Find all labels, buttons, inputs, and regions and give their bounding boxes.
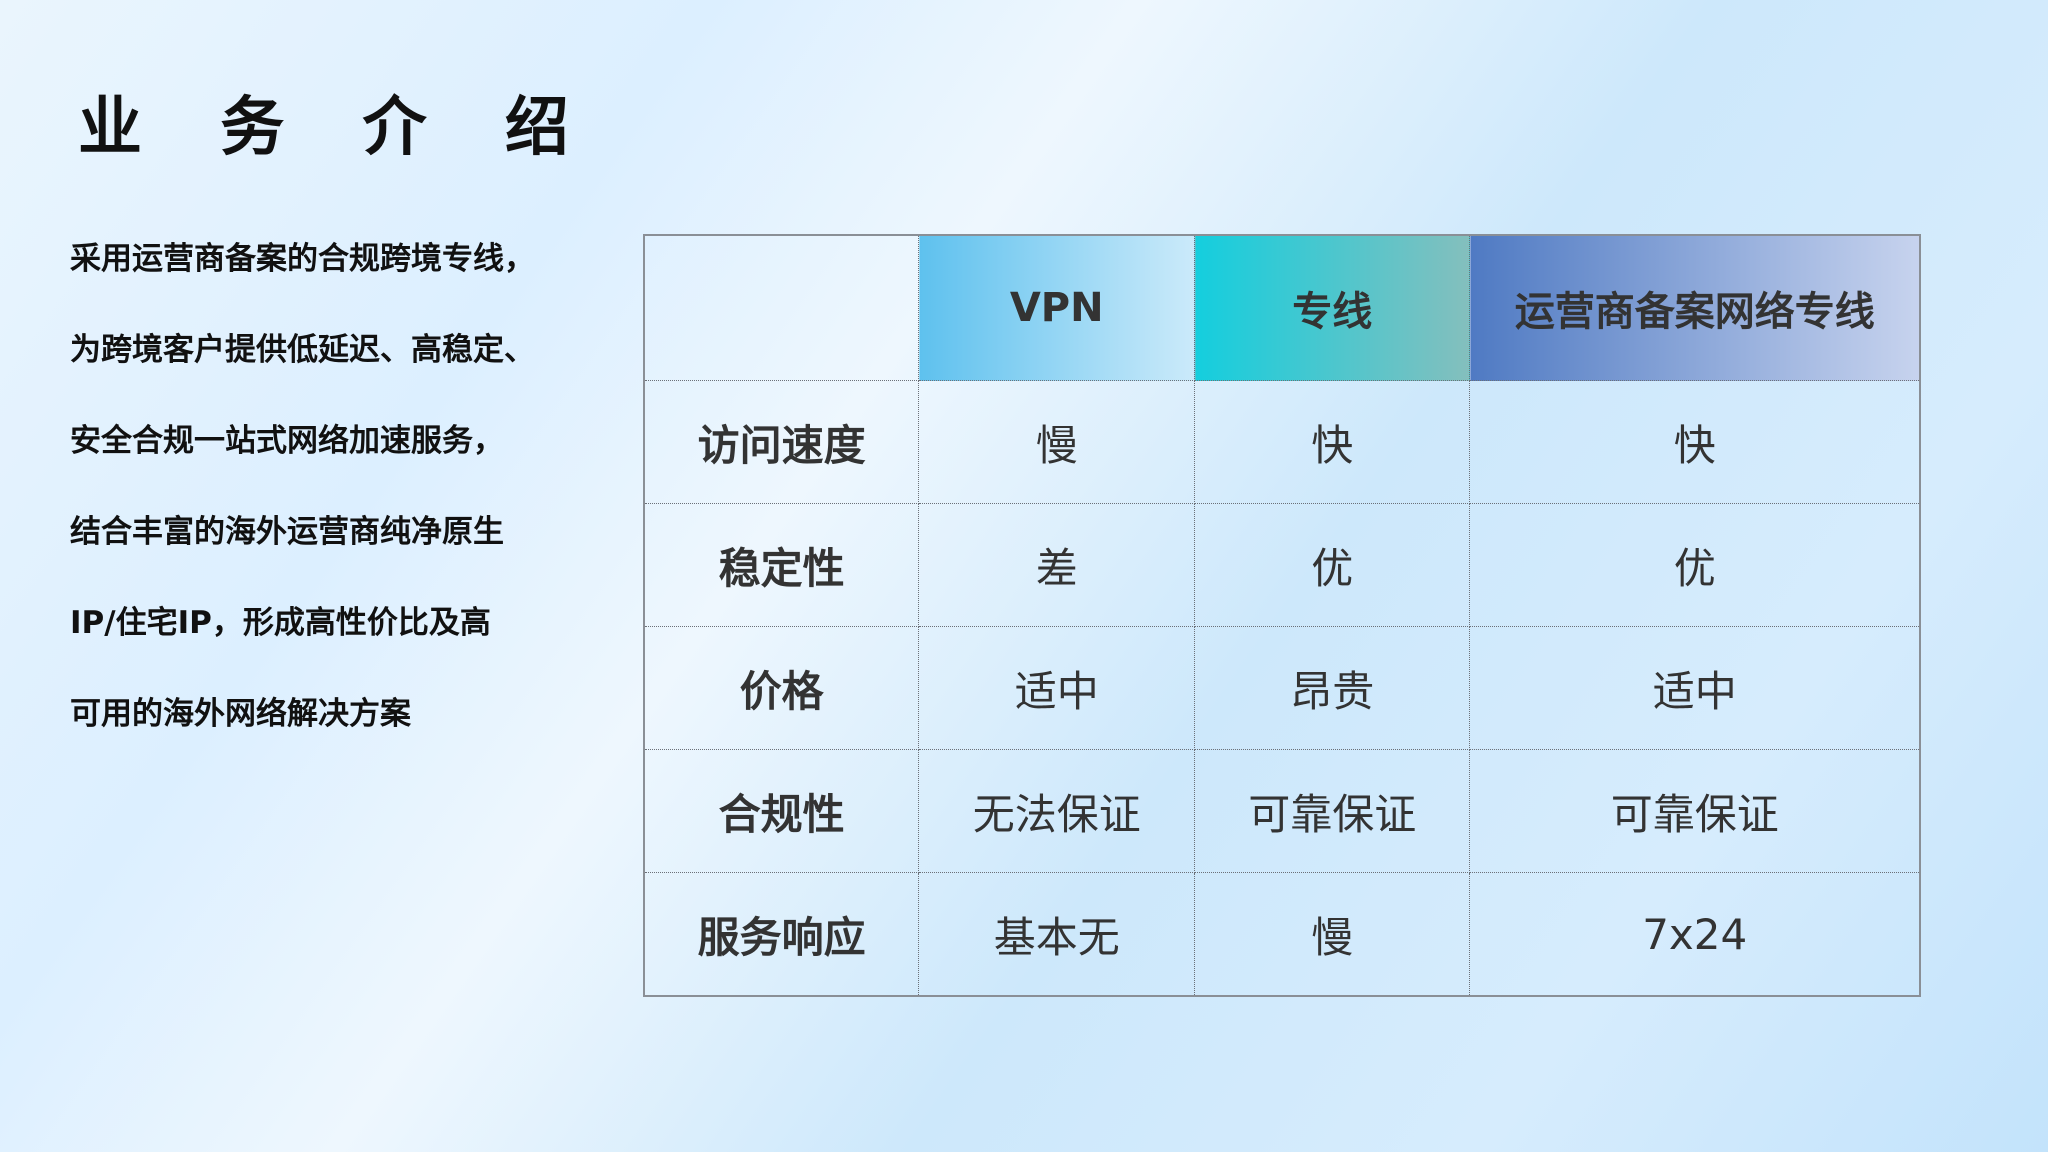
table-row: 服务响应 基本无慢 7x24	[643, 872, 1921, 997]
table-header-row: VPN 专线 运营商备案网络专线	[643, 234, 1921, 381]
page-title: 业 务 介 绍	[78, 91, 597, 165]
intro-line: 安全合规一站式网络加速服务，	[70, 423, 504, 459]
header-vpn: VPN	[918, 234, 1196, 381]
header-carrier-line: 运营商备案网络专线	[1469, 234, 1921, 381]
table-cell: 无法保证	[918, 749, 1196, 873]
row-label: 稳定性	[643, 503, 920, 627]
table-cell: 差	[918, 503, 1196, 627]
table-cell: 可靠保证	[1194, 749, 1471, 873]
intro-paragraph: 采用运营商备案的合规跨境专线， 为跨境客户提供低延迟、高稳定、 安全合规一站式网…	[70, 214, 610, 760]
row-label: 合规性	[643, 749, 920, 873]
intro-line: 结合丰富的海外运营商纯净原生	[70, 514, 504, 550]
intro-line: 为跨境客户提供低延迟、高稳定、	[70, 332, 535, 368]
row-label: 访问速度	[643, 380, 920, 504]
table-cell: 7x24	[1469, 872, 1921, 997]
table-row: 价格 适中 昂贵 适中	[643, 626, 1921, 750]
comparison-table: VPN 专线 运营商备案网络专线 访问速度慢快快稳定性差优优价格 适中 昂贵 适中 合规…	[643, 234, 1921, 997]
table-cell: 可靠保证	[1469, 749, 1921, 873]
table-row: 合规性 无法保证 可靠保证 可靠保证	[643, 749, 1921, 873]
table-cell: 适中	[918, 626, 1196, 750]
table-cell: 适中	[1469, 626, 1921, 750]
header-empty	[643, 234, 920, 381]
header-dedicated-line: 专线	[1194, 234, 1471, 381]
intro-line: IP/住宅IP，形成高性价比及高	[70, 605, 491, 641]
intro-line: 采用运营商备案的合规跨境专线，	[70, 241, 535, 277]
table-cell: 基本无	[918, 872, 1196, 997]
table-row: 访问速度慢快快	[643, 380, 1921, 504]
row-label: 服务响应	[643, 872, 920, 997]
table-row: 稳定性差优优	[643, 503, 1921, 627]
table-cell: 昂贵	[1194, 626, 1471, 750]
table-cell: 优	[1469, 503, 1921, 627]
table-cell: 慢	[918, 380, 1196, 504]
table-cell: 快	[1194, 380, 1471, 504]
intro-line: 可用的海外网络解决方案	[70, 696, 411, 732]
table-cell: 优	[1194, 503, 1471, 627]
table-cell: 慢	[1194, 872, 1471, 997]
row-label: 价格	[643, 626, 920, 750]
table-cell: 快	[1469, 380, 1921, 504]
